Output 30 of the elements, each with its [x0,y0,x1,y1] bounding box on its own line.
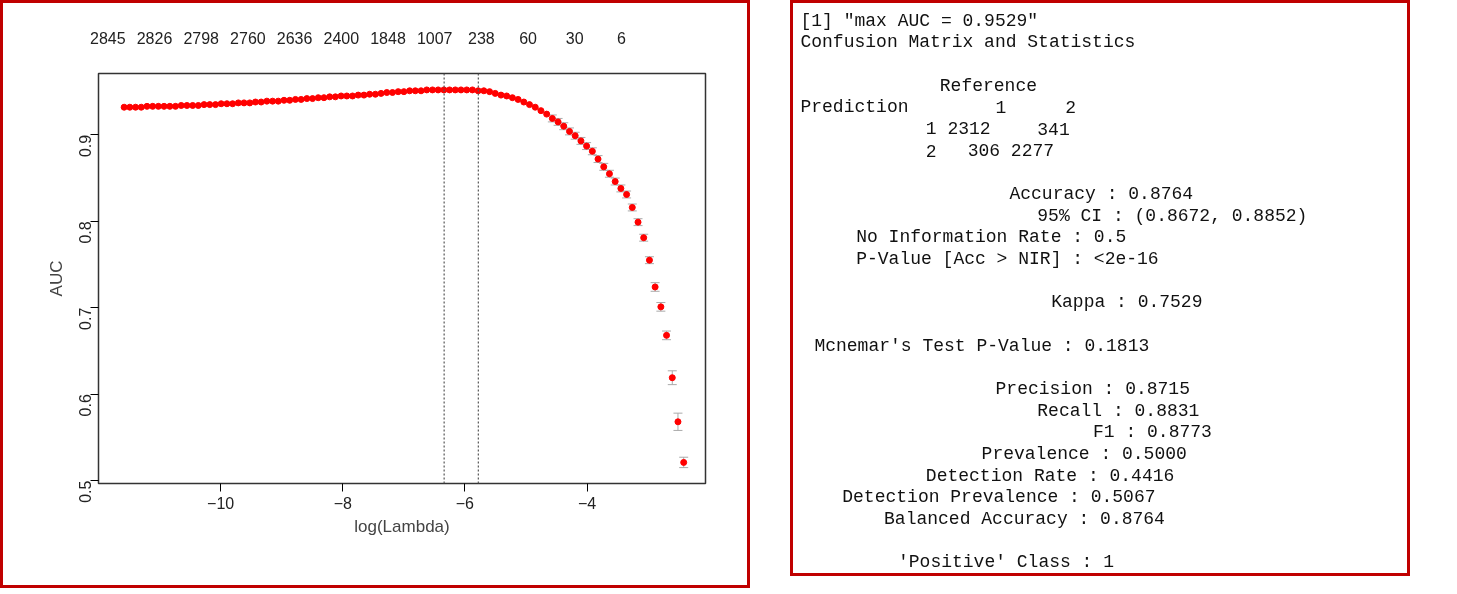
text: 2636 [276,29,313,47]
text: Accuracy : 0.8764 95% CI : (0.8672, 0.8852) No Information Rate : 0.5 P-Value [Acc > NIR] : <2e-16 [856,184,1308,270]
x-tick-label: −6 [455,494,475,512]
text: Reference Prediction 1 2 1 2312 341 2 306 2277 [800,75,1076,162]
y-axis-title: AUC [46,260,66,297]
text: 238 [468,29,495,47]
text: 30 [565,29,584,47]
text: 2826 [136,29,173,47]
text: Mcnemar's Test P-Value : 0.1813 [814,335,1150,356]
text: 1007 [416,29,453,47]
text: Kappa : 0.7529 [1051,292,1203,313]
text: [1] "max AUC = 0.9529" Confusion Matrix and Statistics [800,10,1136,53]
text: 2845 [90,29,126,47]
x-axis-title: log(Lambda) [354,516,450,536]
text: 'Positive' Class : 1 [897,552,1115,573]
text: 2760 [230,29,266,47]
x-tick-label: −10 [207,494,235,512]
y-tick-label: 0.8 [77,221,95,244]
text: 1848 [370,29,406,47]
x-tick-label: −4 [577,494,597,512]
text: 6 [617,29,626,47]
y-tick-label: 0.6 [77,394,95,417]
text: 2400 [323,29,360,47]
text: 60 [519,29,538,47]
text: 2798 [183,29,220,47]
y-tick-label: 0.9 [77,134,95,158]
text: Precision : 0.8715 Recall : 0.8831 F1 : 0.8773 Prevalence : 0.5000 Detection Rate : 0.4416 Detection Prevalence : 0.5067 Balanced Accuracy : 0.8764 [842,378,1212,529]
x-tick-label: −8 [333,494,352,512]
y-tick-label: 0.5 [77,480,95,503]
y-tick-label: 0.7 [77,307,95,330]
